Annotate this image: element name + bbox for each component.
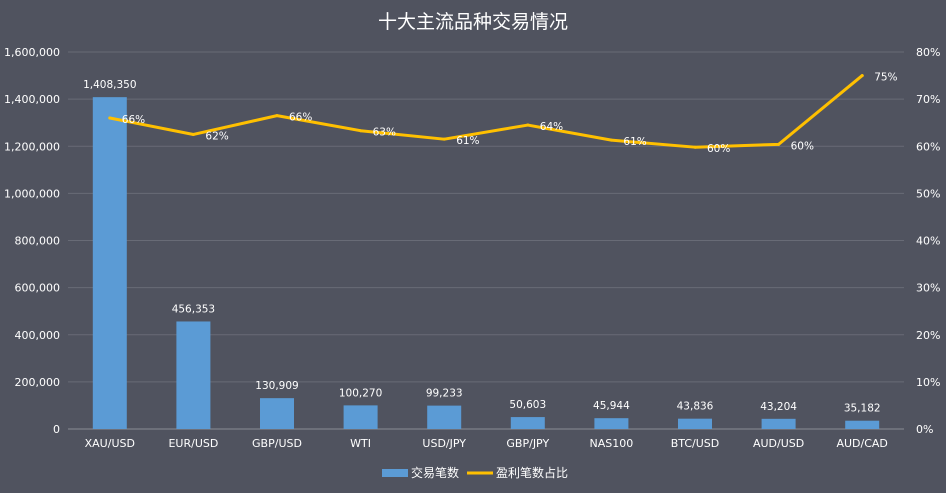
bar-data-label: 99,233 [426, 388, 463, 400]
bar-data-label: 35,182 [844, 403, 881, 415]
left-tick-label: 1,000,000 [4, 187, 60, 200]
bar [176, 321, 211, 429]
bar-data-label: 100,270 [339, 387, 382, 399]
line-data-label: 66% [289, 112, 312, 124]
line-point [359, 129, 363, 133]
chart-title: 十大主流品种交易情况 [378, 11, 568, 33]
line-data-label: 63% [373, 127, 396, 139]
line-path [108, 74, 864, 149]
category-label: EUR/USD [168, 437, 218, 450]
right-tick-label: 30% [916, 282, 940, 295]
line-point [442, 137, 446, 141]
line-data-label: 61% [623, 136, 646, 148]
bar-data-label: 1,408,350 [83, 79, 136, 91]
left-axis: 0 200,000 400,000 600,000 800,000 1,000,000 1,… [4, 46, 60, 436]
bar [427, 405, 462, 429]
bar-data-label: 456,353 [172, 303, 215, 315]
bar [92, 97, 127, 429]
line-data-label: 66% [122, 114, 145, 126]
right-tick-label: 70% [916, 93, 940, 106]
bar [594, 418, 629, 429]
left-tick-label: 800,000 [15, 235, 61, 248]
category-axis: XAU/USD EUR/USD GBP/USD WTI USD/JPY GBP/JPY NA… [85, 437, 888, 450]
left-tick-label: 0 [53, 423, 60, 436]
legend-line-label: 盈利笔数占比 [496, 465, 568, 480]
bar [761, 418, 796, 429]
category-label: GBP/USD [252, 437, 302, 450]
right-tick-label: 20% [916, 329, 940, 342]
line-series: 66% 62% 66% 63% 61% 64% 61% 60% 60% 75% [108, 72, 898, 155]
right-tick-label: 60% [916, 140, 940, 153]
right-tick-label: 10% [916, 376, 940, 389]
left-tick-label: 400,000 [15, 329, 61, 342]
line-point [693, 145, 697, 149]
bar [678, 418, 712, 429]
line-point [860, 74, 864, 78]
category-label: USD/JPY [422, 437, 466, 450]
category-label: NAS100 [590, 437, 634, 450]
right-axis: 0% 10% 20% 30% 40% 50% 60% 70% 80% [916, 46, 940, 436]
line-point [609, 138, 613, 142]
left-tick-label: 1,400,000 [4, 93, 60, 106]
left-tick-label: 1,200,000 [4, 140, 60, 153]
line-data-label: 61% [456, 135, 479, 147]
line-data-label: 62% [205, 130, 228, 142]
category-label: WTI [350, 437, 371, 450]
bar-data-label: 50,603 [509, 399, 546, 411]
left-tick-label: 200,000 [15, 376, 61, 389]
category-label: BTC/USD [671, 437, 720, 450]
line-data-label: 60% [707, 143, 730, 155]
bar [510, 417, 545, 429]
legend-bar-label: 交易笔数 [411, 465, 459, 480]
legend: 交易笔数 盈利笔数占比 [382, 465, 568, 480]
left-tick-label: 600,000 [15, 282, 61, 295]
bar [343, 405, 378, 429]
bar [260, 398, 294, 429]
right-tick-label: 50% [916, 187, 940, 200]
bar [845, 420, 880, 429]
left-tick-label: 1,600,000 [4, 46, 60, 59]
line-data-label: 75% [874, 72, 897, 84]
line-data-label: 64% [540, 121, 563, 133]
line-point [108, 116, 112, 120]
line-data-label: 60% [791, 140, 814, 152]
line-point [275, 114, 279, 118]
right-tick-label: 0% [916, 423, 933, 436]
bar-data-label: 43,204 [760, 401, 797, 413]
line-point [526, 123, 530, 127]
right-tick-label: 40% [916, 235, 940, 248]
right-tick-label: 80% [916, 46, 940, 59]
line-point [191, 132, 195, 136]
category-label: AUD/USD [753, 437, 804, 450]
bar-data-label: 130,909 [255, 380, 298, 392]
bar-data-label: 43,836 [677, 401, 714, 413]
bar-data-label: 45,944 [593, 400, 630, 412]
category-label: XAU/USD [85, 437, 135, 450]
category-label: GBP/JPY [506, 437, 549, 450]
bar-series: 1,408,350 456,353 130,909 100,270 99,233 50,6… [83, 79, 881, 429]
line-point [777, 142, 781, 146]
legend-bar-swatch [382, 469, 408, 477]
category-label: AUD/CAD [836, 437, 887, 450]
